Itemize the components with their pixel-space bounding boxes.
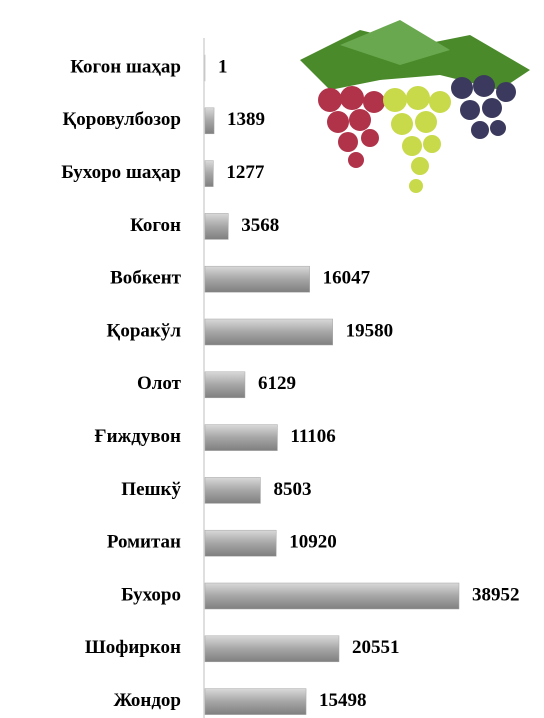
category-label: Шофиркон: [85, 637, 181, 658]
value-label: 20551: [352, 637, 400, 658]
category-label: Когон: [130, 215, 181, 236]
value-label: 11106: [290, 426, 335, 447]
value-label: 1277: [226, 162, 265, 183]
value-label: 1389: [227, 109, 265, 130]
bar: [205, 319, 333, 345]
category-label: Ромитан: [107, 532, 181, 553]
bar: [205, 213, 228, 239]
category-label: Бухоро шаҳар: [61, 162, 181, 183]
bar: [205, 266, 310, 292]
bar: [205, 161, 213, 187]
value-label: 8503: [273, 479, 311, 500]
value-label: 10920: [289, 532, 337, 553]
category-label: Жондор: [114, 690, 181, 711]
value-label: 15498: [319, 690, 367, 711]
bar: [205, 689, 306, 715]
value-label: 19580: [346, 320, 394, 341]
category-label: Олот: [137, 373, 182, 394]
bar: [205, 372, 245, 398]
category-label: Вобкент: [110, 268, 182, 289]
bar: [205, 530, 276, 556]
category-label: Ғиждувон: [94, 426, 181, 447]
category-label: Пешкў: [121, 479, 181, 500]
category-label: Қоракўл: [107, 320, 182, 341]
value-label: 3568: [241, 215, 279, 236]
bar: [205, 477, 260, 503]
value-label: 6129: [258, 373, 296, 394]
chart: Когон шаҳар 1 Қоровулбозор 1389 Бухоро шаҳар…: [0, 0, 544, 718]
grapes-illustration: [300, 20, 530, 193]
category-label: Когон шаҳар: [70, 56, 181, 77]
category-label: Қоровулбозор: [62, 109, 181, 130]
bar: [205, 636, 339, 662]
bar: [205, 583, 459, 609]
value-label: 1: [218, 56, 228, 77]
value-label: 38952: [472, 584, 520, 605]
bar: [205, 108, 214, 134]
value-label: 16047: [323, 268, 371, 289]
category-label: Бухоро: [121, 584, 181, 605]
bar: [205, 425, 277, 451]
